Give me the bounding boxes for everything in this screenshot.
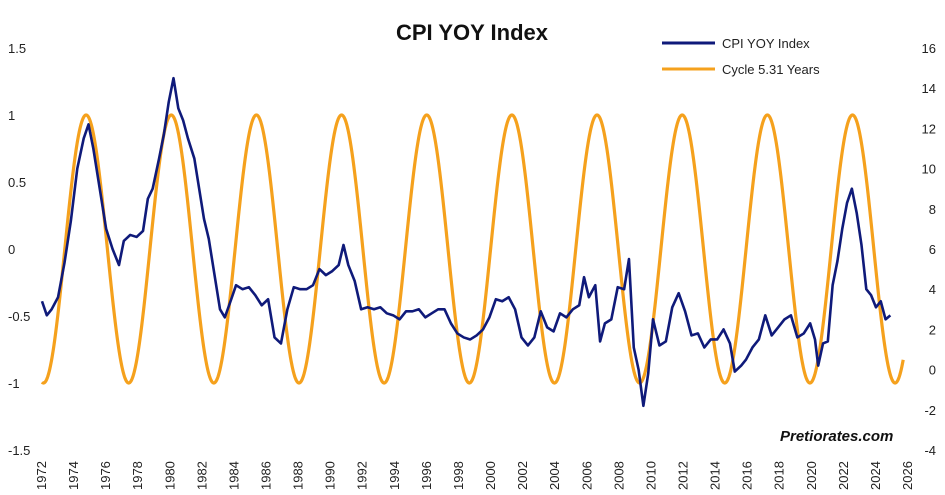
x-tick-label: 1992 (355, 461, 370, 490)
x-tick-label: 1972 (34, 461, 49, 490)
left-tick-label: 0.5 (8, 175, 26, 190)
left-tick-label: -1.5 (8, 443, 30, 458)
x-tick-label: 1978 (130, 461, 145, 490)
x-tick-label: 1986 (259, 461, 274, 490)
x-tick-label: 2008 (611, 461, 626, 490)
x-tick-label: 2012 (675, 461, 690, 490)
x-tick-label: 2020 (804, 461, 819, 490)
right-tick-label: 6 (929, 242, 936, 257)
right-axis-ticks: 16 14 12 10 8 6 4 2 0 -2 -4 (922, 41, 936, 458)
watermark: Pretiorates.com (780, 428, 893, 445)
right-tick-label: -2 (924, 403, 936, 418)
x-tick-label: 2002 (515, 461, 530, 490)
right-tick-label: 2 (929, 322, 936, 337)
left-axis-ticks: 1.5 1 0.5 0 -0.5 -1 -1.5 (8, 41, 30, 458)
legend: CPI YOY Index Cycle 5.31 Years (662, 36, 820, 77)
x-tick-label: 2010 (643, 461, 658, 490)
left-tick-label: -0.5 (8, 309, 30, 324)
left-tick-label: 0 (8, 242, 15, 257)
right-tick-label: 16 (922, 41, 936, 56)
x-tick-label: 2022 (836, 461, 851, 490)
x-tick-label: 2026 (900, 461, 915, 490)
x-tick-label: 1974 (66, 461, 81, 490)
x-tick-label: 1990 (323, 461, 338, 490)
right-tick-label: 0 (929, 363, 936, 378)
left-tick-label: 1.5 (8, 41, 26, 56)
x-tick-label: 1984 (226, 461, 241, 490)
x-tick-label: 2004 (547, 461, 562, 490)
right-tick-label: 10 (922, 162, 936, 177)
left-tick-label: -1 (8, 376, 20, 391)
right-tick-label: 4 (929, 282, 936, 297)
x-tick-label: 1980 (162, 461, 177, 490)
x-tick-label: 1976 (98, 461, 113, 490)
x-tick-label: 1988 (291, 461, 306, 490)
x-tick-label: 2016 (740, 461, 755, 490)
left-tick-label: 1 (8, 108, 15, 123)
legend-label-cpi: CPI YOY Index (722, 36, 810, 51)
x-tick-label: 1998 (451, 461, 466, 490)
right-tick-label: 14 (922, 81, 936, 96)
x-tick-label: 2014 (708, 461, 723, 490)
chart-title: CPI YOY Index (396, 20, 549, 45)
right-tick-label: 8 (929, 202, 936, 217)
legend-label-cycle: Cycle 5.31 Years (722, 62, 820, 77)
x-tick-label: 1994 (387, 461, 402, 490)
x-tick-label: 2018 (772, 461, 787, 490)
series-layer (40, 76, 905, 408)
x-tick-label: 1982 (194, 461, 209, 490)
x-tick-label: 2024 (868, 461, 883, 490)
x-tick-label: 2006 (579, 461, 594, 490)
cycle-series-line (40, 113, 905, 385)
x-tick-label: 2000 (483, 461, 498, 490)
x-axis-ticks: 1972 1974 1976 1978 1980 1982 1984 1986 1988 1990… (34, 461, 915, 490)
right-tick-label: -4 (924, 443, 936, 458)
right-tick-label: 12 (922, 121, 936, 136)
x-tick-label: 1996 (419, 461, 434, 490)
cpi-series-line (40, 76, 892, 408)
